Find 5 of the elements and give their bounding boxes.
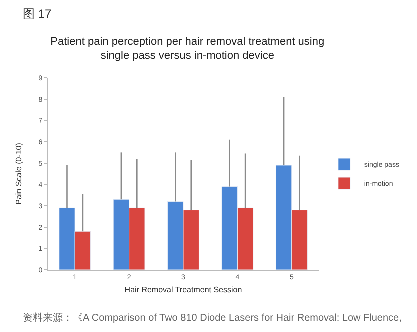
caption: 图 17 xyxy=(23,7,52,21)
chart-title: Patient pain perception per hair removal treatment using single pass versus in-motion device xyxy=(50,36,325,62)
x-axis-title: Hair Removal Treatment Session xyxy=(124,286,242,294)
text: 资料来源：《A Comparison of Two 810 Diode Lasers for Hair Removal: Low Fluence, xyxy=(23,312,402,324)
y-axis-title: Pain Scale (0-10) xyxy=(14,142,24,205)
